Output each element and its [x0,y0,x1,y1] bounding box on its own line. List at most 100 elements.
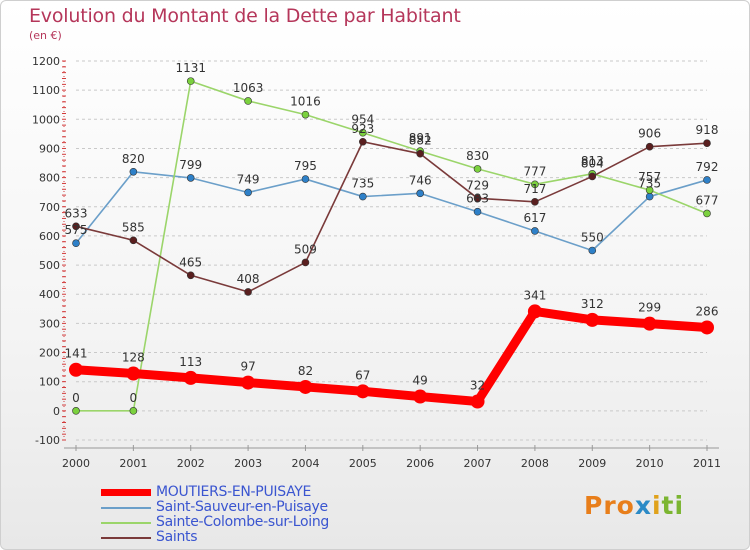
data-point [531,227,539,235]
data-label: 312 [581,297,604,311]
legend-label: Saints [156,529,198,545]
data-point [527,304,542,319]
data-label: 799 [179,158,202,172]
x-tick-label: 2005 [349,457,377,470]
data-label: 717 [523,182,546,196]
data-label: 465 [179,255,202,269]
data-label: 97 [240,360,255,374]
legend-label: MOUTIERS-EN-PUISAYE [156,484,312,500]
legend-item[interactable]: Saint-Sauveur-en-Puisaye [101,500,329,515]
data-point [645,186,654,194]
y-tick-label: 1000 [32,113,60,126]
data-point [183,370,198,385]
data-point [703,139,711,148]
series-markers [69,77,714,415]
data-point [531,198,539,206]
series-line [71,306,712,407]
y-tick-label: 600 [39,230,60,243]
data-point [241,375,256,390]
data-point [531,180,539,189]
y-tick-label: 0 [53,405,60,418]
data-point [69,362,83,377]
y-tick-label: 1100 [32,84,60,97]
data-point [470,394,485,409]
data-point [72,222,80,231]
data-point [359,192,367,201]
x-tick-label: 2004 [291,457,319,470]
data-label: 575 [65,223,88,237]
data-point [129,407,138,415]
data-point [301,110,310,119]
data-label: 906 [638,127,661,141]
data-point [645,192,654,201]
data-label: 341 [523,288,546,302]
data-point [186,174,195,182]
data-labels: 575 820 799 749 795 735 746 683 617 550 735 792 0 0 11… [65,61,719,405]
x-tick-label: 2008 [521,457,549,470]
data-label: 677 [696,193,719,207]
data-label: 683 [466,192,489,206]
y-tick-label: 500 [39,259,60,272]
y-tick-label: 1200 [32,55,60,68]
data-label: 1131 [175,61,206,75]
data-label: 32 [470,379,485,393]
x-tick-label: 2006 [406,457,434,470]
data-point [703,176,711,184]
legend-item[interactable]: MOUTIERS-EN-PUISAYE [101,485,329,500]
data-label: 830 [466,149,489,163]
data-label: 749 [237,172,260,186]
data-label: 795 [294,159,317,173]
legend-label: Sainte-Colombe-sur-Loing [156,514,330,530]
data-label: 617 [523,211,546,225]
data-point [413,389,428,404]
data-label: 141 [65,347,88,361]
data-point [473,165,482,173]
legend-swatch [101,506,151,509]
data-label: 954 [351,113,374,127]
data-label: 735 [351,177,374,191]
y-tick-label: 400 [39,288,60,301]
axes: -100010020030040050060070080090010001100… [32,55,721,470]
data-label: 49 [413,374,428,388]
data-label: 918 [696,123,719,137]
legend-item[interactable]: Saints [101,530,329,545]
data-label: 550 [581,231,604,245]
data-point [186,77,195,85]
data-label: 585 [122,220,145,234]
data-label: 1063 [233,81,264,95]
data-label: 777 [523,164,546,178]
data-point [355,384,370,399]
chart-title: Evolution du Montant de la Dette par Hab… [29,5,461,27]
y-tick-label: 800 [39,172,60,185]
data-label: 128 [122,351,145,365]
legend: MOUTIERS-EN-PUISAYE Saint-Sauveur-en-Pui… [101,485,329,545]
y-tick-label: 300 [39,317,60,330]
data-label: 891 [409,131,432,145]
data-point [298,379,313,394]
legend-item[interactable]: Sainte-Colombe-sur-Loing [101,515,329,530]
data-point [301,258,310,267]
data-label: 286 [696,304,719,318]
data-label: 0 [72,391,80,405]
series-line [75,170,708,252]
x-tick-label: 2007 [464,457,492,470]
y-tick-label: -100 [35,434,60,447]
data-point [645,142,654,151]
series-line [75,80,708,412]
x-tick-label: 2010 [636,457,664,470]
legend-swatch [101,521,151,524]
data-label: 923 [351,122,374,136]
data-label: 820 [122,152,145,166]
data-point [588,172,597,181]
y-tick-label: 700 [39,201,60,214]
data-point [416,149,424,158]
data-label: 408 [237,272,260,286]
data-point [129,167,138,176]
data-label: 113 [179,355,202,369]
grid [76,60,707,441]
x-tick-label: 2011 [693,457,721,470]
data-point [359,128,367,137]
data-label: 813 [581,154,604,168]
y-tick-label: 100 [39,376,60,389]
